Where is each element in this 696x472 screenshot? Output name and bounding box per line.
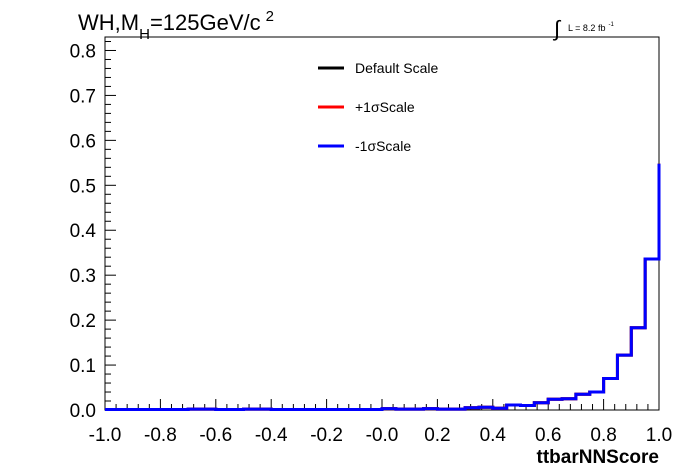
y-tick-label: 0.7 xyxy=(70,86,96,107)
x-axis: -1.0 -0.8 -0.6 -0.4 -0.2 -0.0 0.2 0.4 0.6 0.8 1.0 xyxy=(89,399,672,446)
x-tick-label: -1.0 xyxy=(89,425,122,446)
x-tick-label: -0.4 xyxy=(255,425,288,446)
luminosity-label: ∫ L = 8.2 fb -1 xyxy=(552,16,614,41)
x-tick-label: -0.0 xyxy=(366,425,399,446)
y-tick-label: 0.4 xyxy=(70,221,97,242)
series-line xyxy=(105,163,661,412)
luminosity-text: L = 8.2 fb -1 xyxy=(568,22,614,33)
x-tick-label: 0.6 xyxy=(535,425,561,446)
luminosity-value: L = 8.2 fb xyxy=(568,23,605,33)
series-line xyxy=(105,163,661,412)
plot-frame xyxy=(104,36,660,411)
legend-label: -1σScale xyxy=(355,138,411,154)
legend: Default Scale +1σScale -1σScale xyxy=(318,60,438,154)
legend-label: Default Scale xyxy=(355,60,438,76)
y-tick-label: 0.8 xyxy=(70,41,96,62)
x-tick-label: -0.2 xyxy=(310,425,343,446)
y-tick-label: 0.3 xyxy=(70,266,96,287)
x-tick-label: 1.0 xyxy=(646,425,672,446)
luminosity-superscript: -1 xyxy=(608,22,614,28)
legend-label: +1σScale xyxy=(355,99,415,115)
x-tick-label: 0.4 xyxy=(480,425,507,446)
x-tick-label: 0.8 xyxy=(590,425,616,446)
x-tick-label: -0.8 xyxy=(144,425,177,446)
y-tick-label: 0.2 xyxy=(70,311,96,332)
title-subscript: H xyxy=(139,26,150,43)
chart-title: WH,MH=125GeV/c 2 xyxy=(78,8,274,43)
y-tick-label: 0.5 xyxy=(70,176,96,197)
title-suffix: =125GeV/c xyxy=(150,10,261,35)
y-tick-label: 0.0 xyxy=(70,401,96,422)
title-superscript: 2 xyxy=(266,8,274,25)
title-prefix: WH,M xyxy=(78,10,139,35)
y-axis: 0.0 0.1 0.2 0.3 0.4 0.5 0.6 0.7 0.8 xyxy=(70,40,116,422)
series-line xyxy=(105,163,661,412)
x-tick-label: 0.2 xyxy=(424,425,450,446)
series-layer xyxy=(105,163,661,412)
x-axis-label: ttbarNNScore xyxy=(537,447,659,468)
integral-symbol: ∫ xyxy=(552,16,562,41)
y-tick-label: 0.6 xyxy=(70,131,96,152)
x-tick-label: -0.6 xyxy=(199,425,232,446)
y-tick-label: 0.1 xyxy=(70,356,96,377)
